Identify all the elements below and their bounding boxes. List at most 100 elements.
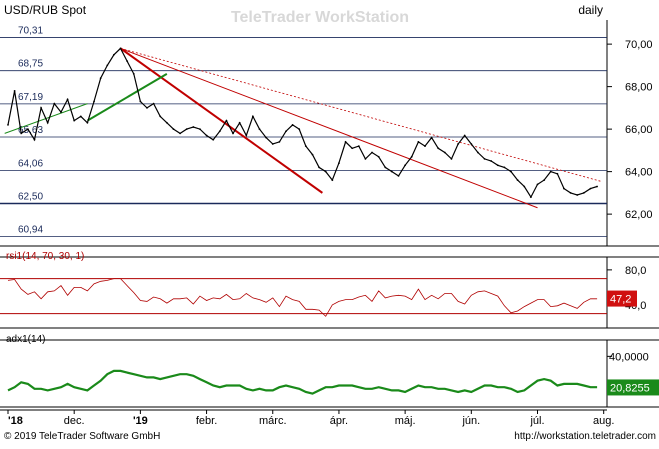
price-point [477, 151, 479, 154]
price-point [556, 172, 559, 175]
price-point [212, 138, 215, 141]
fib-level-label: 70,31 [18, 26, 43, 37]
price-point [99, 77, 102, 80]
price-point [589, 187, 592, 190]
price-point [318, 166, 320, 169]
price-point [218, 130, 221, 133]
price-point [510, 170, 512, 173]
price-point [146, 106, 148, 109]
price-point [185, 128, 188, 131]
price-line[interactable] [7, 47, 598, 199]
price-point [298, 128, 301, 131]
price-point [278, 140, 281, 143]
time-tick-label: márc. [259, 415, 287, 427]
copyright: © 2019 TeleTrader Software GmbH [4, 431, 160, 442]
price-point [503, 166, 506, 169]
fib-level-label: 62,50 [18, 192, 43, 203]
time-tick-label: '18 [8, 415, 23, 427]
price-tick-label: 64,00 [625, 167, 653, 179]
time-tick-label: dec. [64, 415, 85, 427]
time-tick-label: jún. [461, 415, 480, 427]
price-point [457, 143, 459, 145]
price-point [40, 106, 42, 109]
price-point [126, 60, 129, 63]
price-point [7, 123, 9, 126]
price-point [33, 138, 36, 141]
adx-panel[interactable]: adx1(14) 40,0000 20,8255 [6, 334, 659, 396]
adx-title: adx1(14) [6, 334, 45, 345]
price-point [390, 170, 393, 173]
time-tick-label: júl. [529, 415, 544, 427]
time-axis: '18 dec. '19 febr. márc. ápr. máj. jún. júl. aug. [0, 409, 614, 427]
price-point [311, 153, 314, 156]
price-point [523, 185, 526, 188]
adx-line[interactable] [7, 369, 598, 395]
price-point [66, 98, 69, 101]
price-tick-label: 62,00 [625, 209, 653, 221]
price-point [536, 183, 539, 186]
price-point [132, 72, 135, 75]
price-point [199, 128, 201, 131]
fib-level-label: 64,06 [18, 158, 43, 169]
source-url: http://workstation.teletrader.com [514, 431, 656, 442]
price-point [529, 196, 532, 199]
rsi-line[interactable] [7, 278, 598, 317]
price-point [450, 157, 453, 160]
price-point [470, 143, 473, 145]
price-point [172, 128, 175, 131]
price-point [417, 140, 420, 143]
price-point [238, 121, 241, 124]
price-point [384, 166, 387, 169]
price-point [93, 100, 95, 103]
price-point [437, 147, 440, 150]
price-point [463, 134, 466, 137]
price-panel[interactable]: 70,31 68,75 67,19 65,63 64,06 62,50 60,94 70,00… [0, 26, 653, 238]
price-point [106, 64, 109, 67]
time-tick-label: máj. [395, 415, 416, 427]
trend-line-steep [119, 47, 323, 194]
price-point [60, 111, 62, 114]
price-point [251, 115, 254, 118]
price-point [410, 155, 413, 158]
price-point [397, 174, 400, 177]
fib-level-label: 60,94 [18, 225, 43, 236]
price-point [285, 130, 287, 133]
price-point [159, 115, 162, 118]
trend-line-green-steep [86, 73, 168, 122]
price-point [563, 187, 565, 190]
price-point [516, 179, 519, 182]
time-tick-label: ápr. [330, 415, 348, 427]
time-tick-label: aug. [593, 415, 614, 427]
price-point [543, 179, 546, 182]
price-point [304, 145, 307, 148]
price-point [596, 185, 598, 188]
price-point [357, 145, 360, 148]
trend-line-channel [120, 47, 538, 209]
watermark: TeleTrader WorkStation [231, 9, 409, 26]
fib-level-label: 68,75 [18, 59, 43, 70]
price-point [232, 132, 234, 135]
price-point [13, 89, 16, 92]
rsi-panel[interactable]: rsi1(14, 70, 30, 1)80,040,047,2 [0, 251, 646, 317]
adx-value-label: 20,8255 [610, 382, 650, 394]
price-point [338, 162, 340, 165]
price-point [86, 121, 89, 124]
price-point [20, 132, 23, 135]
fib-level-label: 67,19 [18, 92, 43, 103]
price-point [79, 115, 82, 118]
time-tick-label: febr. [196, 415, 217, 427]
price-tick-label: 70,00 [625, 39, 653, 51]
price-point [377, 155, 380, 158]
price-point [424, 145, 426, 148]
price-point [291, 123, 294, 126]
adx-tick-label: 40,0000 [609, 351, 649, 363]
price-point [371, 151, 373, 154]
price-point [139, 100, 142, 103]
price-point [496, 164, 499, 167]
rsi-title: rsi1(14, 70, 30, 1) [6, 251, 84, 262]
period-label: daily [578, 3, 603, 17]
price-point [258, 128, 261, 131]
rsi-value-label: 47,2 [610, 294, 631, 306]
